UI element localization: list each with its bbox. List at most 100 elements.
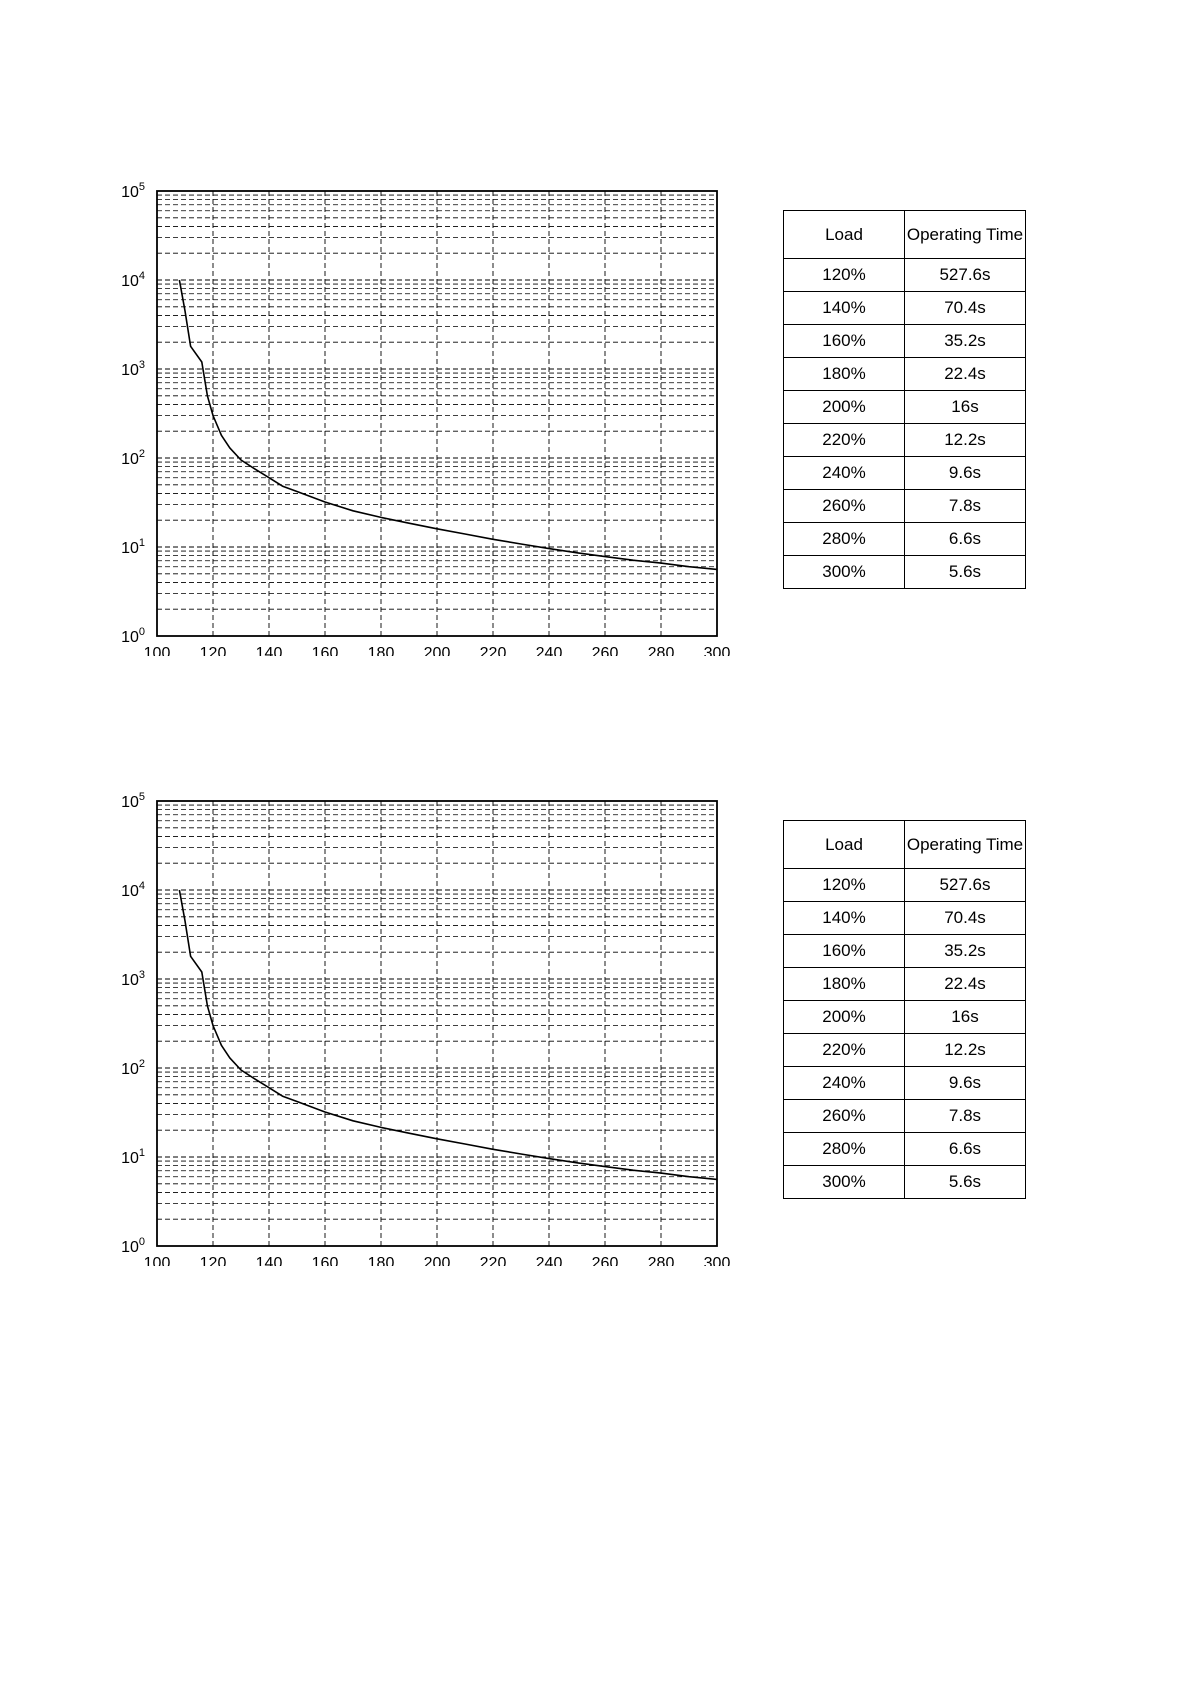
y-tick-label: 101: [121, 1147, 145, 1167]
load-cell: 200%: [783, 390, 905, 424]
table-row: 160% 35.2s: [783, 324, 1026, 358]
x-tick-label: 120: [200, 1255, 227, 1266]
operating-time-cell: 527.6s: [904, 868, 1026, 902]
operating-time-cell: 22.4s: [904, 967, 1026, 1001]
x-tick-label: 200: [424, 1255, 451, 1266]
operating-time-cell: 35.2s: [904, 324, 1026, 358]
table-row: 280% 6.6s: [783, 522, 1026, 556]
operating-time-cell: 5.6s: [904, 555, 1026, 589]
x-tick-label: 280: [648, 645, 675, 656]
overload-curve-line: [178, 279, 718, 571]
table-row: 140% 70.4s: [783, 291, 1026, 325]
overload-curve-chart-2: 100 120 140 160 180 200 220 240 260 280 300 100 101 1…: [121, 791, 731, 1266]
overload-curve-line: [178, 889, 718, 1181]
y-tick-label: 100: [121, 1236, 145, 1256]
operating-time-cell: 9.6s: [904, 456, 1026, 490]
table-header-row: Load Operating Time: [783, 820, 1026, 869]
table-row: 160% 35.2s: [783, 934, 1026, 968]
overload-table-2: Load Operating Time 120% 527.6s 140% 70.4s…: [783, 820, 1026, 1199]
x-tick-label: 180: [368, 645, 395, 656]
table-row: 200% 16s: [783, 390, 1026, 424]
table-row: 260% 7.8s: [783, 489, 1026, 523]
load-cell: 260%: [783, 1099, 905, 1133]
y-tick-label: 103: [121, 969, 145, 989]
x-tick-label: 260: [592, 1255, 619, 1266]
y-tick-label: 101: [121, 537, 145, 557]
y-tick-label: 105: [121, 181, 145, 201]
operating-time-cell: 70.4s: [904, 291, 1026, 325]
x-tick-label: 240: [536, 1255, 563, 1266]
table-row: 260% 7.8s: [783, 1099, 1026, 1133]
x-tick-label: 300: [704, 1255, 731, 1266]
x-tick-label: 240: [536, 645, 563, 656]
table-row: 180% 22.4s: [783, 357, 1026, 391]
operating-time-cell: 70.4s: [904, 901, 1026, 935]
operating-time-cell: 6.6s: [904, 1132, 1026, 1166]
x-tick-label: 280: [648, 1255, 675, 1266]
operating-time-cell: 7.8s: [904, 489, 1026, 523]
x-tick-label: 140: [256, 645, 283, 656]
load-cell: 240%: [783, 456, 905, 490]
operating-time-cell: 22.4s: [904, 357, 1026, 391]
load-cell: 140%: [783, 901, 905, 935]
table-row: 180% 22.4s: [783, 967, 1026, 1001]
operating-time-cell: 35.2s: [904, 934, 1026, 968]
load-cell: 300%: [783, 1165, 905, 1199]
load-cell: 280%: [783, 1132, 905, 1166]
operating-time-cell: 5.6s: [904, 1165, 1026, 1199]
operating-time-column-header: Operating Time: [904, 820, 1026, 869]
load-cell: 220%: [783, 1033, 905, 1067]
load-cell: 160%: [783, 934, 905, 968]
table-row: 120% 527.6s: [783, 868, 1026, 902]
plot-frame: [156, 190, 718, 637]
overload-block-2: 100 120 140 160 180 200 220 240 260 280 300 100 101 1…: [0, 786, 1190, 1306]
load-cell: 140%: [783, 291, 905, 325]
overload-curve-chart-1: 100 120 140 160 180 200 220 240 260 280 300 100 101 1…: [121, 181, 731, 656]
table-row: 240% 9.6s: [783, 456, 1026, 490]
operating-time-cell: 7.8s: [904, 1099, 1026, 1133]
overload-block-1: 100 120 140 160 180 200 220 240 260 280 300 100 101 1…: [0, 176, 1190, 696]
y-tick-label: 100: [121, 626, 145, 646]
load-cell: 180%: [783, 967, 905, 1001]
load-cell: 300%: [783, 555, 905, 589]
operating-time-cell: 9.6s: [904, 1066, 1026, 1100]
load-cell: 120%: [783, 868, 905, 902]
x-tick-label: 180: [368, 1255, 395, 1266]
load-column-header: Load: [783, 210, 905, 259]
y-tick-label: 103: [121, 359, 145, 379]
table-header-row: Load Operating Time: [783, 210, 1026, 259]
operating-time-column-header: Operating Time: [904, 210, 1026, 259]
operating-time-cell: 12.2s: [904, 423, 1026, 457]
y-tick-label: 102: [121, 1058, 145, 1078]
operating-time-cell: 16s: [904, 390, 1026, 424]
x-tick-label: 100: [144, 645, 171, 656]
operating-time-cell: 16s: [904, 1000, 1026, 1034]
table-row: 200% 16s: [783, 1000, 1026, 1034]
y-tick-label: 102: [121, 448, 145, 468]
x-tick-label: 100: [144, 1255, 171, 1266]
load-column-header: Load: [783, 820, 905, 869]
x-tick-label: 140: [256, 1255, 283, 1266]
x-tick-label: 300: [704, 645, 731, 656]
y-tick-label: 104: [121, 880, 145, 900]
table-row: 220% 12.2s: [783, 1033, 1026, 1067]
x-tick-label: 120: [200, 645, 227, 656]
y-tick-label: 104: [121, 270, 145, 290]
x-tick-label: 220: [480, 645, 507, 656]
table-row: 220% 12.2s: [783, 423, 1026, 457]
load-cell: 200%: [783, 1000, 905, 1034]
load-cell: 120%: [783, 258, 905, 292]
load-cell: 240%: [783, 1066, 905, 1100]
operating-time-cell: 12.2s: [904, 1033, 1026, 1067]
x-tick-label: 200: [424, 645, 451, 656]
table-row: 120% 527.6s: [783, 258, 1026, 292]
table-row: 300% 5.6s: [783, 555, 1026, 589]
table-row: 300% 5.6s: [783, 1165, 1026, 1199]
table-row: 280% 6.6s: [783, 1132, 1026, 1166]
overload-table-1: Load Operating Time 120% 527.6s 140% 70.4s…: [783, 210, 1026, 589]
x-tick-label: 160: [312, 1255, 339, 1266]
y-tick-label: 105: [121, 791, 145, 811]
table-row: 140% 70.4s: [783, 901, 1026, 935]
operating-time-cell: 527.6s: [904, 258, 1026, 292]
x-tick-label: 260: [592, 645, 619, 656]
